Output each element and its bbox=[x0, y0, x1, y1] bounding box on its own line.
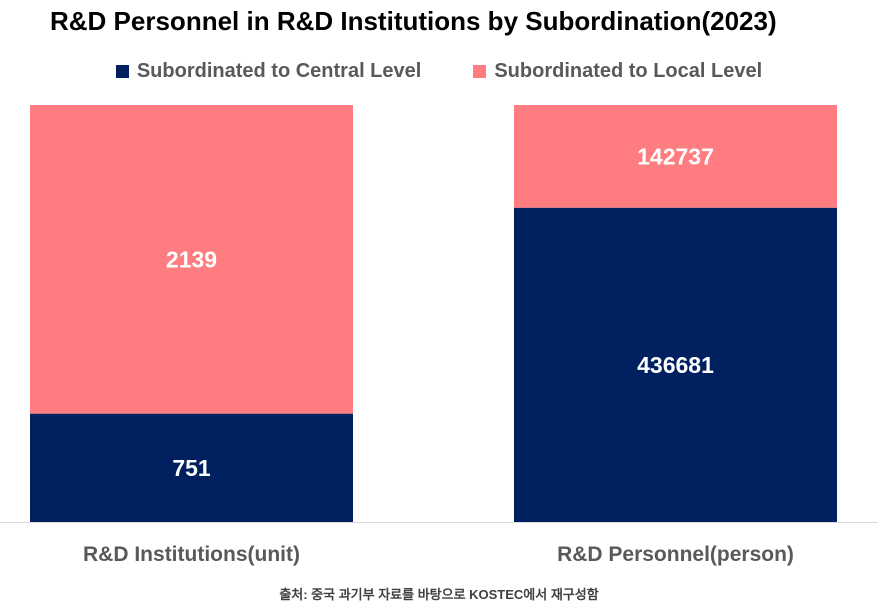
data-label-central-1: 751 bbox=[172, 455, 211, 481]
bar-central-1 bbox=[30, 413, 353, 522]
data-label-local-1: 2139 bbox=[166, 246, 217, 272]
source-note: 출처: 중국 과기부 자료를 바탕으로 KOSTEC에서 재구성함 bbox=[279, 587, 599, 602]
category-label-2: R&D Personnel(person) bbox=[557, 543, 794, 566]
data-label-central-2: 436681 bbox=[637, 352, 714, 378]
legend-swatch-central bbox=[115, 65, 129, 78]
legend-item-local: Subordinated to Local Level bbox=[473, 60, 762, 83]
legend-swatch-local bbox=[473, 65, 487, 78]
chart-title: R&D Personnel in R&D Institutions by Sub… bbox=[50, 6, 777, 36]
legend-item-central: Subordinated to Central Level bbox=[115, 60, 422, 83]
data-label-local-2: 142737 bbox=[637, 143, 714, 169]
legend: Subordinated to Central Level Subordinat… bbox=[0, 60, 878, 83]
legend-label-local: Subordinated to Local Level bbox=[494, 60, 763, 82]
bar-local-1 bbox=[30, 105, 353, 414]
category-label-1: R&D Institutions(unit) bbox=[83, 543, 300, 566]
bar-local-2 bbox=[514, 105, 837, 208]
bar-central-2 bbox=[514, 207, 837, 522]
legend-label-central: Subordinated to Central Level bbox=[136, 60, 422, 82]
